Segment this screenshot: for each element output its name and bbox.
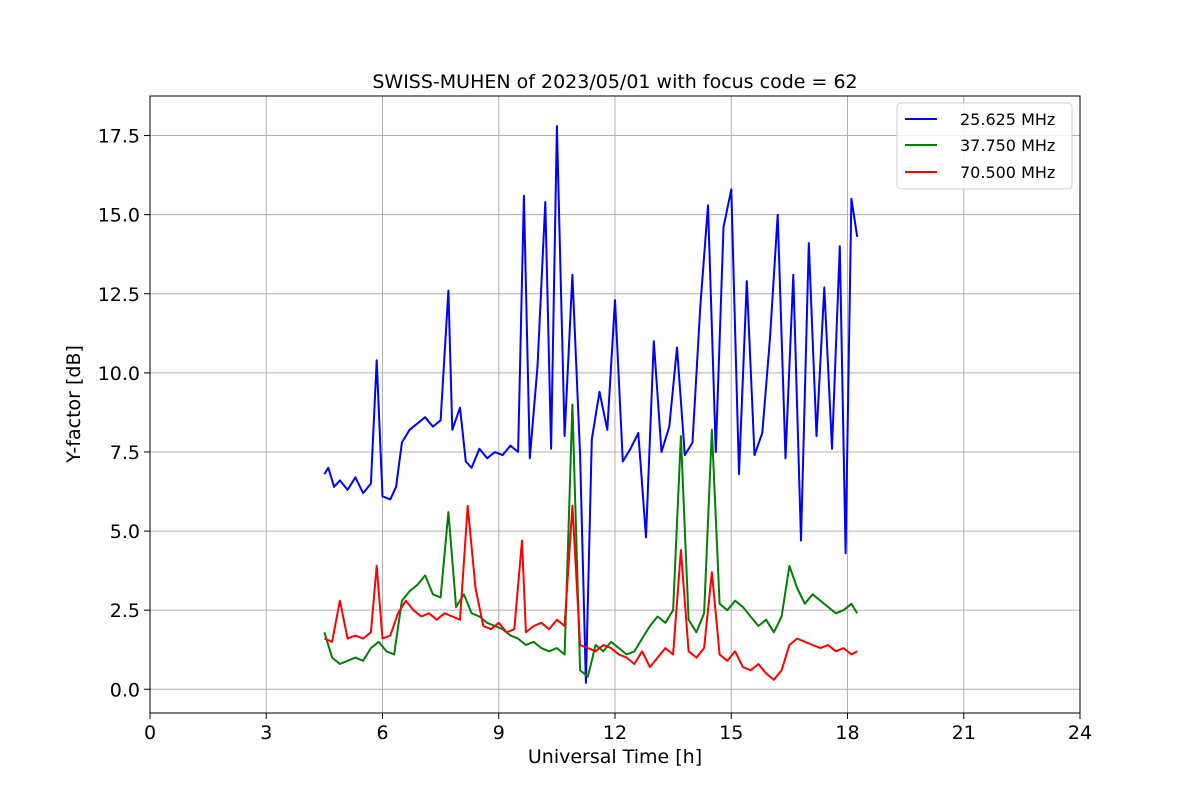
x-tick-label-3: 3 <box>260 722 272 744</box>
y-tick-label-10-0: 10.0 <box>98 363 140 385</box>
x-tick-label-9: 9 <box>493 722 505 744</box>
legend-label-70-500: 70.500 MHz <box>960 163 1055 182</box>
legend: 25.625 MHz 37.750 MHz 70.500 MHz <box>896 102 1073 190</box>
x-tick-label-0: 0 <box>144 722 156 744</box>
x-tick-label-12: 12 <box>603 722 627 744</box>
y-tick-label-7-5: 7.5 <box>110 442 140 464</box>
chart-title: SWISS-MUHEN of 2023/05/01 with focus cod… <box>372 71 857 93</box>
legend-box <box>896 102 1073 190</box>
x-axis-label: Universal Time [h] <box>528 746 702 768</box>
x-tick-label-15: 15 <box>719 722 743 744</box>
y-tick-label-0-0: 0.0 <box>110 679 140 701</box>
x-tick-label-6: 6 <box>376 722 388 744</box>
y-tick-label-5-0: 5.0 <box>110 521 140 543</box>
series-line-25-625-MHz <box>323 125 859 684</box>
plot-series <box>323 125 859 684</box>
x-tick-label-24: 24 <box>1068 722 1092 744</box>
legend-label-25-625: 25.625 MHz <box>960 110 1055 129</box>
x-tick-label-18: 18 <box>835 722 859 744</box>
x-tick-label-21: 21 <box>952 722 976 744</box>
y-tick-label-12-5: 12.5 <box>98 284 140 306</box>
axis-ticks: 0 3 6 9 12 15 18 21 24 0.0 2.5 5.0 7.5 10.0 12.5 15.0 17… <box>98 126 1092 744</box>
legend-label-37-750: 37.750 MHz <box>960 136 1055 155</box>
y-axis-label: Y-factor [dB] <box>63 345 85 464</box>
y-tick-label-15-0: 15.0 <box>98 205 140 227</box>
y-tick-label-2-5: 2.5 <box>110 600 140 622</box>
series-line-70-500-MHz <box>324 504 858 681</box>
series-line-37-750-MHz <box>323 403 859 678</box>
y-tick-label-17-5: 17.5 <box>98 126 140 148</box>
